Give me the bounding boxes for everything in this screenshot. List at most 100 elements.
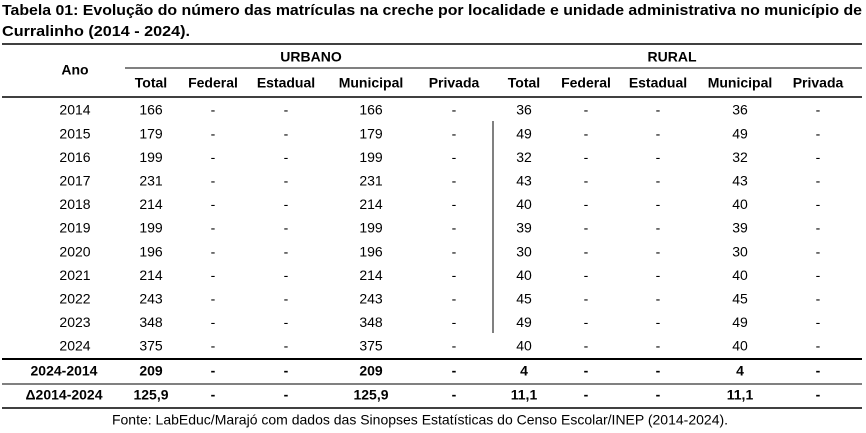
cell: 40 xyxy=(516,338,532,354)
summary-cell: - xyxy=(452,363,457,379)
cell: - xyxy=(284,220,289,236)
cell: 32 xyxy=(516,149,532,165)
cell: 348 xyxy=(359,314,383,330)
cell: - xyxy=(656,196,661,212)
cell: - xyxy=(452,314,457,330)
cell: 199 xyxy=(139,220,163,236)
cell: - xyxy=(211,125,216,141)
cell: - xyxy=(816,196,821,212)
cell: 179 xyxy=(139,125,163,141)
cell: - xyxy=(816,291,821,307)
summary-cell: 209 xyxy=(139,363,163,379)
cell: - xyxy=(584,291,589,307)
cell: 166 xyxy=(139,102,163,118)
column-header: Privada xyxy=(429,75,480,91)
cell: 243 xyxy=(359,291,383,307)
cell: 49 xyxy=(516,314,532,330)
cell: - xyxy=(284,267,289,283)
cell: - xyxy=(284,102,289,118)
summary-cell: - xyxy=(284,387,289,403)
cell: 2014 xyxy=(59,102,90,118)
cell: 199 xyxy=(359,220,383,236)
summary-cell: 11,1 xyxy=(727,387,754,403)
cell: - xyxy=(284,196,289,212)
cell: - xyxy=(656,314,661,330)
cell: 375 xyxy=(139,338,163,354)
cell: 39 xyxy=(732,220,748,236)
cell: 30 xyxy=(732,243,748,259)
group-header: RURAL xyxy=(648,49,697,65)
cell: - xyxy=(656,173,661,189)
cell: 196 xyxy=(139,243,163,259)
cell: 40 xyxy=(732,196,748,212)
column-header: Estadual xyxy=(257,75,315,91)
cell: - xyxy=(656,267,661,283)
cell: 36 xyxy=(732,102,748,118)
column-header: Total xyxy=(135,75,167,91)
cell: - xyxy=(816,173,821,189)
cell: 43 xyxy=(732,173,748,189)
cell: - xyxy=(452,338,457,354)
summary-cell: - xyxy=(211,363,216,379)
cell: 179 xyxy=(359,125,383,141)
cell: 39 xyxy=(516,220,532,236)
cell: 166 xyxy=(359,102,383,118)
cell: - xyxy=(656,102,661,118)
cell: - xyxy=(656,125,661,141)
cell: - xyxy=(584,102,589,118)
cell: - xyxy=(584,173,589,189)
title-line: Curralinho (2014 - 2024). xyxy=(2,23,190,40)
summary-cell: - xyxy=(584,387,589,403)
cell: - xyxy=(284,173,289,189)
cell: - xyxy=(452,291,457,307)
cell: 2015 xyxy=(59,125,90,141)
summary-cell: 4 xyxy=(520,363,528,379)
cell: 2022 xyxy=(59,291,90,307)
cell: - xyxy=(584,220,589,236)
cell: - xyxy=(584,243,589,259)
cell: - xyxy=(211,267,216,283)
cell: - xyxy=(284,314,289,330)
summary-cell: - xyxy=(816,363,821,379)
column-header: Federal xyxy=(188,75,238,91)
cell: 2018 xyxy=(59,196,90,212)
cell: 45 xyxy=(516,291,532,307)
cell: 375 xyxy=(359,338,383,354)
cell: - xyxy=(816,243,821,259)
summary-cell: 209 xyxy=(359,363,383,379)
summary-cell: - xyxy=(584,363,589,379)
cell: - xyxy=(452,173,457,189)
cell: - xyxy=(452,102,457,118)
cell: - xyxy=(584,125,589,141)
cell: - xyxy=(284,243,289,259)
cell: - xyxy=(584,196,589,212)
row-header: Ano xyxy=(61,62,88,78)
cell: - xyxy=(452,196,457,212)
cell: 196 xyxy=(359,243,383,259)
cell: 2024 xyxy=(59,338,90,354)
cell: - xyxy=(211,102,216,118)
cell: - xyxy=(284,149,289,165)
cell: - xyxy=(656,220,661,236)
summary-cell: Δ2014-2024 xyxy=(25,387,102,403)
cell: - xyxy=(211,149,216,165)
cell: - xyxy=(211,291,216,307)
cell: 348 xyxy=(139,314,163,330)
summary-cell: - xyxy=(284,363,289,379)
column-header: Privada xyxy=(793,75,844,91)
cell: - xyxy=(452,267,457,283)
cell: - xyxy=(284,125,289,141)
cell: 2017 xyxy=(59,173,90,189)
summary-cell: 125,9 xyxy=(133,387,168,403)
summary-cell: 2024-2014 xyxy=(31,363,98,379)
cell: 49 xyxy=(732,125,748,141)
cell: - xyxy=(584,314,589,330)
cell: 2020 xyxy=(59,243,90,259)
cell: - xyxy=(816,220,821,236)
column-header: Total xyxy=(508,75,540,91)
cell: - xyxy=(584,149,589,165)
cell: - xyxy=(816,149,821,165)
cell: - xyxy=(211,314,216,330)
cell: - xyxy=(584,338,589,354)
